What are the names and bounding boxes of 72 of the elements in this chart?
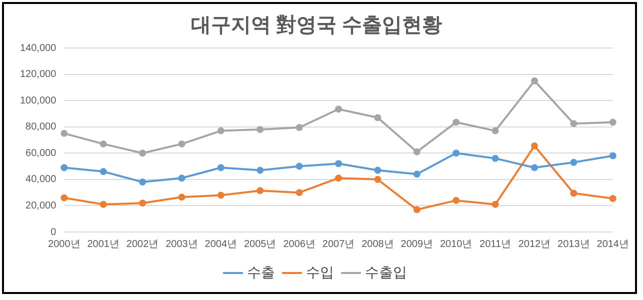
chart-title: 대구지역 對영국 수출입현황 <box>190 14 442 37</box>
y-tick-label: 60,000 <box>26 148 57 159</box>
x-tick-label: 2005년 <box>244 238 276 250</box>
y-tick-label: 120,000 <box>20 69 57 80</box>
point <box>335 174 342 182</box>
y-tick-label: 140,000 <box>20 42 57 54</box>
point <box>296 162 303 170</box>
x-tick-label: 2008년 <box>362 238 394 250</box>
y-tick-label: 20,000 <box>26 200 57 212</box>
point <box>60 194 68 202</box>
point <box>413 148 420 156</box>
point <box>296 189 303 196</box>
point <box>217 192 224 199</box>
x-tick-label: 2013년 <box>558 238 590 250</box>
point <box>492 200 499 208</box>
point <box>178 194 186 201</box>
point <box>139 200 146 207</box>
point <box>256 126 264 133</box>
point <box>570 120 578 128</box>
point <box>413 170 420 178</box>
x-tick-label: 2012년 <box>518 238 551 250</box>
x-tick-label: 2009년 <box>400 238 434 250</box>
x-tick-label: 2004년 <box>204 238 238 250</box>
point <box>100 200 107 208</box>
point <box>256 166 264 174</box>
point <box>374 176 382 183</box>
point <box>60 164 68 172</box>
point <box>178 174 186 182</box>
point <box>530 164 538 172</box>
x-tick-label: 2007년 <box>322 238 355 250</box>
y-tick-label: 100,000 <box>20 95 57 106</box>
point <box>374 114 382 122</box>
point <box>100 168 107 176</box>
point <box>100 140 107 148</box>
point <box>609 194 616 202</box>
x-tick-label: 2011년 <box>480 238 512 250</box>
point <box>609 152 616 160</box>
x-tick-label: 2000년 <box>48 238 80 250</box>
point <box>256 187 264 194</box>
point <box>217 127 224 134</box>
x-tick-label: 2001년 <box>87 238 120 250</box>
y-tick-label: 0 <box>50 226 57 238</box>
point <box>139 178 146 186</box>
point <box>335 160 342 168</box>
x-tick-label: 2002년 <box>126 238 159 250</box>
point <box>374 166 382 174</box>
point <box>530 142 538 150</box>
point <box>492 154 499 162</box>
point <box>530 77 538 84</box>
x-tick-label: 2006년 <box>283 238 316 250</box>
x-tick-label: 2014년 <box>596 238 629 250</box>
legend-label: 수입 <box>306 264 334 280</box>
point <box>452 118 460 126</box>
y-tick-label: 80,000 <box>26 122 57 133</box>
point <box>452 196 460 204</box>
point <box>570 158 578 166</box>
point <box>296 124 303 132</box>
legend-label: 수출입 <box>365 264 407 280</box>
point <box>492 127 499 134</box>
point <box>335 106 342 113</box>
point <box>609 118 616 126</box>
x-tick-label: 2010년 <box>440 238 472 250</box>
legend-label: 수출 <box>247 264 275 280</box>
point <box>570 190 578 197</box>
point <box>452 150 460 157</box>
point <box>139 150 146 157</box>
point <box>413 206 420 214</box>
point <box>60 130 68 137</box>
x-tick-label: 2003년 <box>166 238 198 250</box>
point <box>217 164 224 172</box>
point <box>178 140 186 148</box>
y-tick-label: 40,000 <box>26 174 57 186</box>
